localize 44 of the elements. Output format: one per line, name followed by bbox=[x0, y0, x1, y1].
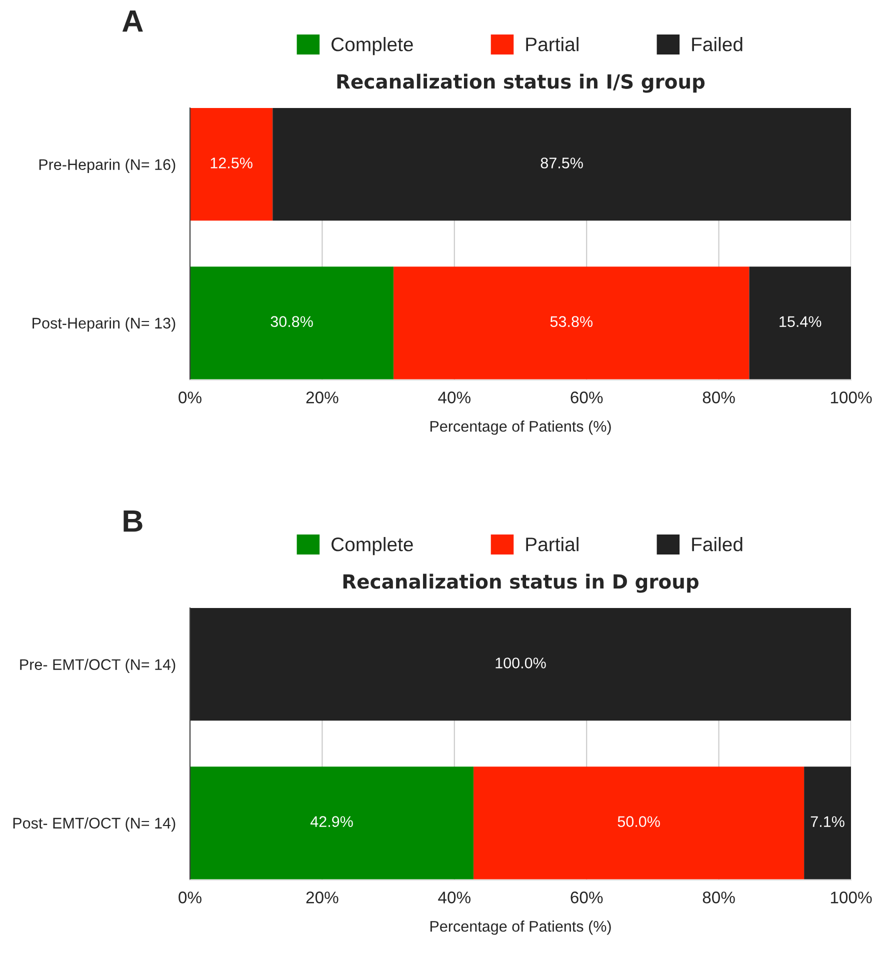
y-tick-label: Post-Heparin (N= 13) bbox=[32, 317, 176, 332]
y-tick-label: Pre-Heparin (N= 16) bbox=[39, 158, 176, 174]
data-label: 30.8% bbox=[270, 316, 313, 328]
x-axis-title: Percentage of Patients (%) bbox=[430, 920, 611, 935]
x-axis-title: Percentage of Patients (%) bbox=[430, 420, 611, 435]
chart-title: Recanalization status in I/S group bbox=[337, 74, 705, 93]
legend-label: Complete bbox=[332, 537, 413, 556]
x-tick-label: 60% bbox=[570, 892, 603, 904]
x-tick-label: 80% bbox=[702, 892, 735, 904]
bar bbox=[474, 766, 804, 880]
x-tick-label: 80% bbox=[702, 392, 735, 404]
x-tick-label: 40% bbox=[438, 892, 470, 904]
x-tick-label: 0% bbox=[178, 392, 202, 404]
x-tick-label: 20% bbox=[306, 892, 338, 904]
legend-label: Partial bbox=[526, 37, 578, 52]
data-label: 50.0% bbox=[618, 816, 660, 828]
legend-label: Complete bbox=[332, 37, 413, 56]
legend-label: Partial bbox=[526, 537, 578, 552]
bar bbox=[804, 766, 851, 880]
x-tick-label: 100% bbox=[830, 392, 872, 404]
data-label: 12.5% bbox=[210, 158, 252, 168]
bar bbox=[190, 266, 394, 380]
x-tick-label: 20% bbox=[306, 392, 338, 404]
chart-title: Recanalization status in D group bbox=[343, 574, 699, 593]
bar bbox=[394, 266, 750, 380]
y-tick-label: Pre- EMT/OCT (N= 14) bbox=[20, 658, 176, 673]
data-label: 7.1% bbox=[810, 816, 844, 827]
bar bbox=[190, 108, 273, 221]
x-tick-label: 100% bbox=[830, 892, 872, 904]
x-tick-label: 40% bbox=[438, 392, 470, 404]
data-label: 53.8% bbox=[550, 316, 593, 328]
y-tick-label: Post- EMT/OCT (N= 14) bbox=[13, 817, 176, 832]
legend-label: Failed bbox=[692, 537, 742, 552]
data-label: 42.9% bbox=[310, 816, 353, 828]
text: B bbox=[124, 510, 142, 532]
bar bbox=[749, 266, 851, 380]
x-tick-label: 60% bbox=[570, 392, 603, 404]
legend-label: Failed bbox=[692, 37, 742, 52]
data-label: 15.4% bbox=[780, 316, 822, 328]
data-label: 87.5% bbox=[540, 158, 583, 168]
bar bbox=[190, 766, 474, 880]
data-label: 100.0% bbox=[496, 658, 546, 668]
x-tick-label: 0% bbox=[178, 892, 202, 904]
text: A bbox=[122, 10, 143, 32]
